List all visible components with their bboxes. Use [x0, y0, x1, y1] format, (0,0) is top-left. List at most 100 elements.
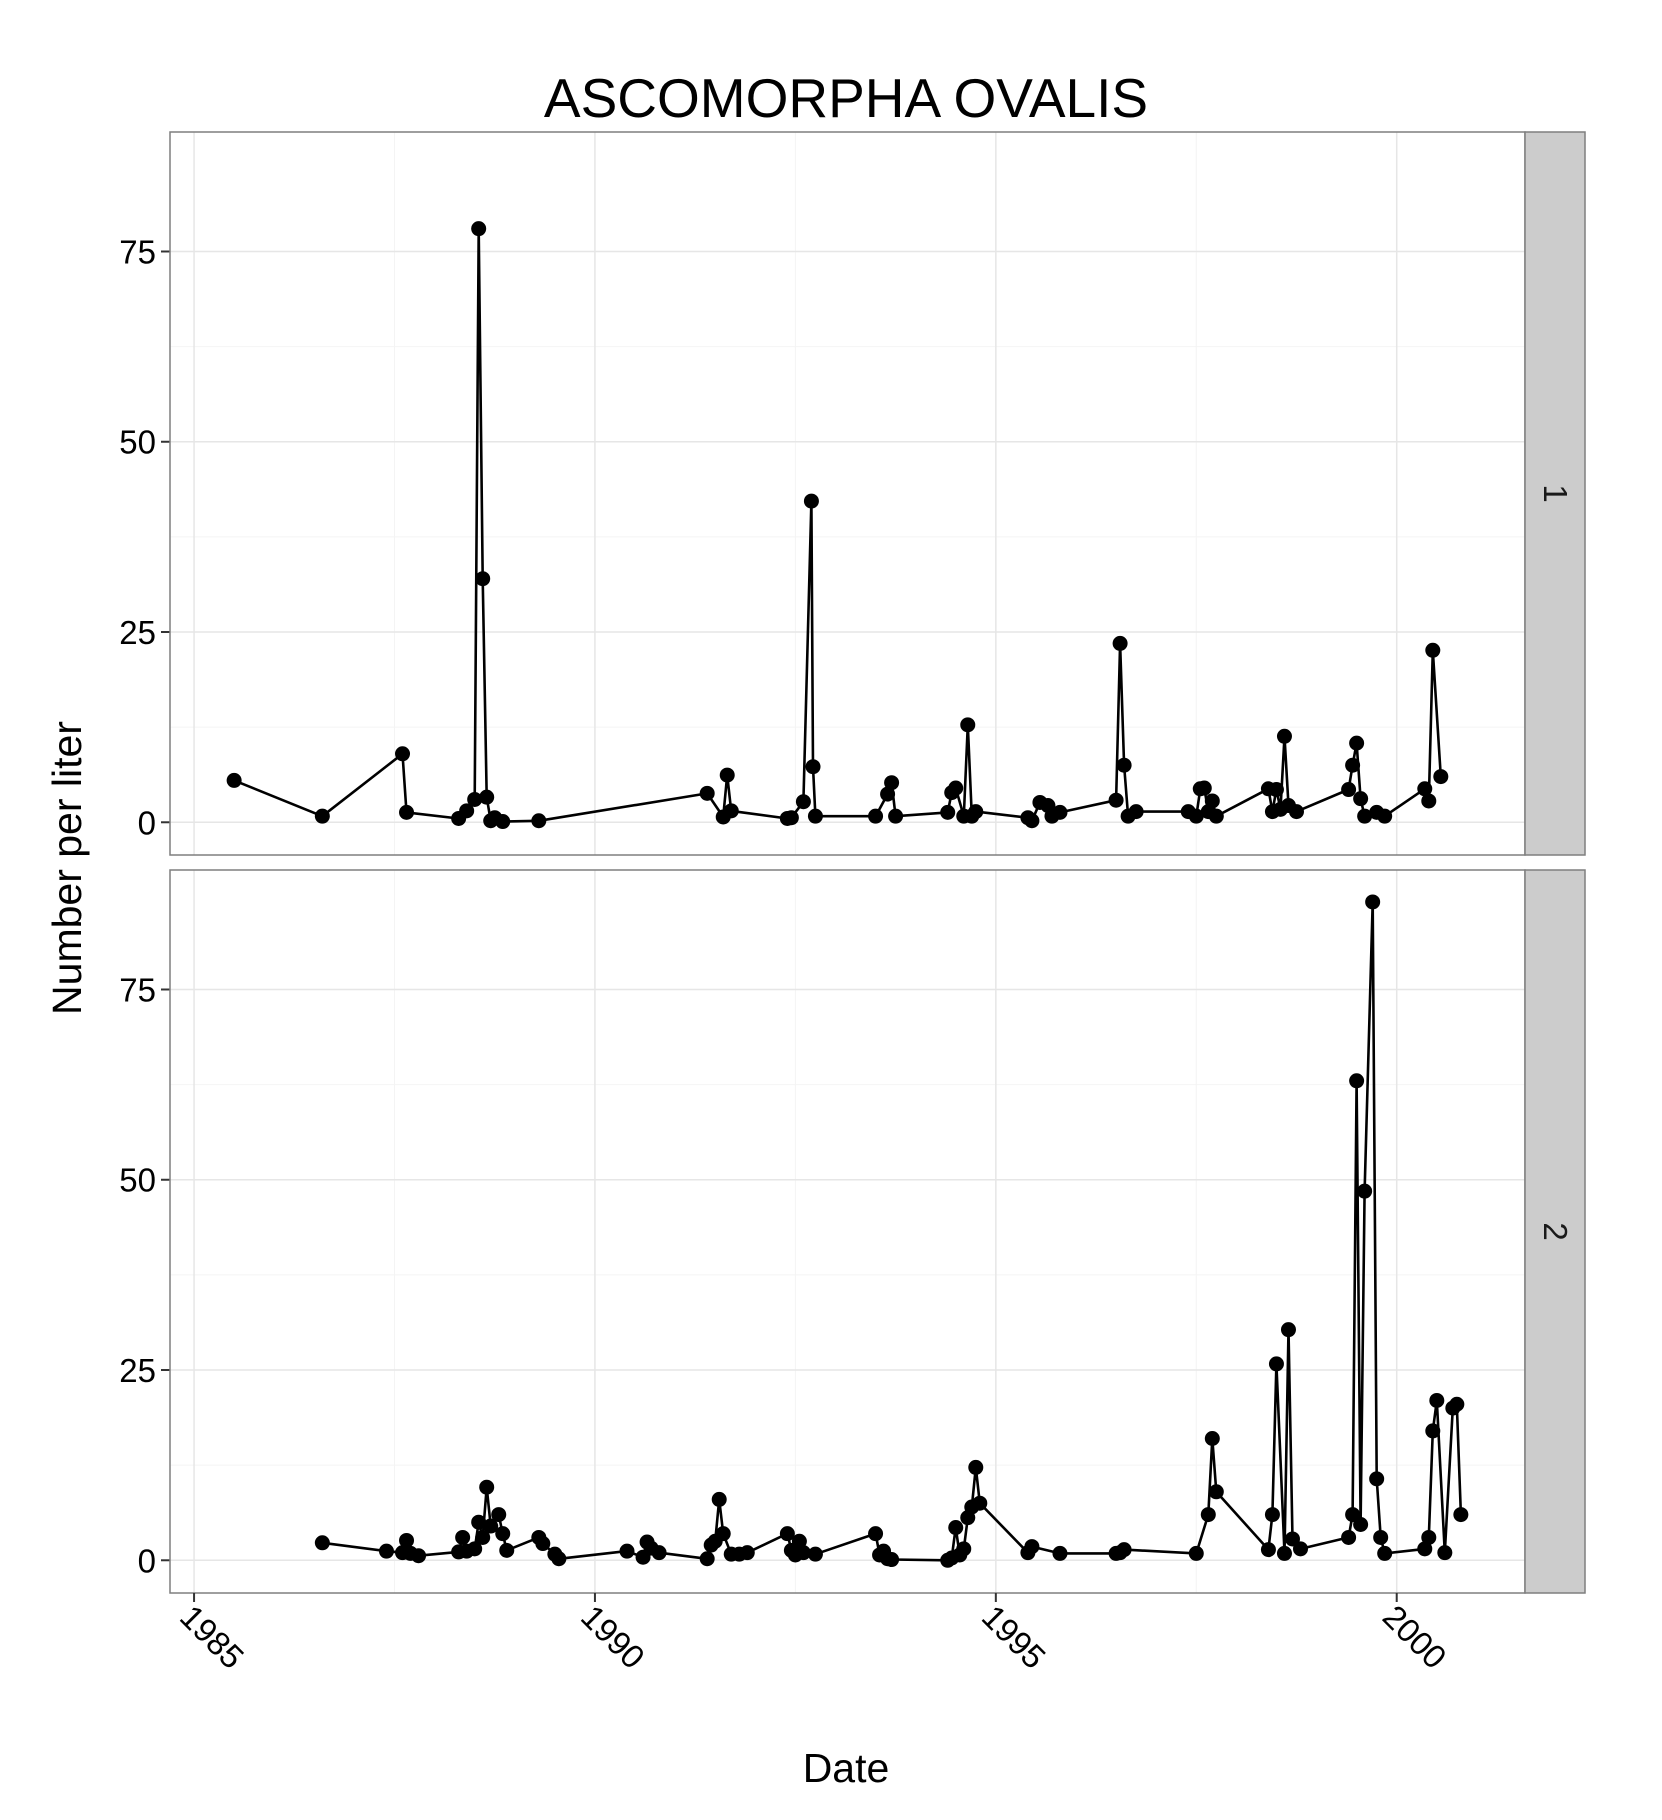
data-point	[1116, 1542, 1132, 1558]
data-point	[475, 1529, 491, 1545]
data-point	[868, 1526, 884, 1542]
data-point	[551, 1551, 567, 1567]
data-point	[651, 1545, 667, 1561]
data-point	[1353, 791, 1369, 807]
data-point	[1116, 757, 1132, 773]
data-point	[467, 1541, 483, 1557]
data-point	[868, 808, 884, 824]
panel-background	[170, 870, 1525, 1593]
data-point	[791, 1533, 807, 1549]
data-point	[711, 1491, 727, 1507]
data-point	[1349, 735, 1365, 751]
data-point	[1429, 1392, 1445, 1408]
data-point	[719, 767, 735, 783]
data-point	[807, 808, 823, 824]
data-point	[795, 1545, 811, 1561]
y-tick-label: 50	[119, 424, 156, 461]
data-point	[948, 1520, 964, 1536]
data-point	[1208, 808, 1224, 824]
panel-2: 0 25 50 75 2	[119, 869, 1586, 1594]
data-point	[1341, 782, 1357, 798]
chart-title: ASCOMORPHA OVALIS	[544, 67, 1148, 129]
y-tick-label: 25	[119, 1352, 156, 1389]
data-point	[495, 1526, 511, 1542]
data-point	[1453, 1507, 1469, 1523]
data-point	[455, 1529, 471, 1545]
x-axis-title: Date	[803, 1745, 890, 1791]
data-point	[535, 1536, 551, 1552]
data-point	[1433, 769, 1449, 785]
data-point	[467, 791, 483, 807]
data-point	[1353, 1517, 1369, 1533]
data-point	[699, 1551, 715, 1567]
data-point	[314, 1535, 330, 1551]
data-point	[1288, 804, 1304, 820]
data-point	[1024, 1539, 1040, 1555]
data-point	[479, 789, 495, 805]
data-point	[395, 746, 411, 762]
data-point	[1200, 1507, 1216, 1523]
data-point	[1349, 1073, 1365, 1089]
data-point	[1264, 1507, 1280, 1523]
data-point	[739, 1545, 755, 1561]
data-point	[491, 1507, 507, 1523]
data-point	[1369, 1471, 1385, 1487]
data-point	[1421, 1529, 1437, 1545]
data-point	[1365, 894, 1381, 910]
data-point	[968, 804, 984, 820]
data-point	[1425, 642, 1441, 658]
data-point	[1293, 1541, 1309, 1557]
x-tick-label: 2000	[1376, 1598, 1454, 1676]
facet-strip	[1524, 131, 1586, 856]
data-point	[795, 794, 811, 810]
y-tick-label: 75	[119, 971, 156, 1008]
data-point	[948, 780, 964, 796]
data-point	[459, 803, 475, 819]
data-point	[1208, 1484, 1224, 1500]
data-point	[471, 1514, 487, 1530]
data-point	[226, 772, 242, 788]
data-point	[495, 814, 511, 830]
data-point	[1373, 1529, 1389, 1545]
facet-panels: 0 25 50 75 1 0 25 50 75 2	[119, 131, 1586, 1594]
data-point	[399, 1532, 415, 1548]
y-tick-label: 0	[138, 1542, 156, 1579]
data-point	[1421, 793, 1437, 809]
data-point	[968, 1459, 984, 1475]
x-tick-label: 1995	[975, 1598, 1053, 1676]
data-point	[805, 759, 821, 775]
data-point	[723, 803, 739, 819]
data-point	[1377, 808, 1393, 824]
data-point	[1108, 792, 1124, 808]
panel-1: 0 25 50 75 1	[119, 131, 1586, 856]
data-point	[1188, 1545, 1204, 1561]
data-point	[1188, 808, 1204, 824]
data-point	[1280, 1322, 1296, 1338]
data-point	[1357, 1183, 1373, 1199]
data-point	[1196, 780, 1212, 796]
data-point	[411, 1548, 427, 1564]
data-point	[531, 813, 547, 829]
data-point	[499, 1542, 515, 1558]
data-point	[1276, 1545, 1292, 1561]
data-point	[1024, 813, 1040, 829]
data-point	[1112, 635, 1128, 651]
data-point	[880, 786, 896, 802]
data-point	[1128, 804, 1144, 820]
data-point	[399, 804, 415, 820]
data-point	[956, 1541, 972, 1557]
data-point	[1204, 793, 1220, 809]
data-point	[888, 808, 904, 824]
data-point	[779, 1526, 795, 1542]
data-point	[1204, 1431, 1220, 1447]
y-axis-title: Number per liter	[44, 721, 90, 1015]
data-point	[1341, 1529, 1357, 1545]
data-point	[1437, 1545, 1453, 1561]
data-point	[1377, 1545, 1393, 1561]
y-tick-label: 75	[119, 233, 156, 270]
y-tick-label: 50	[119, 1162, 156, 1199]
facet-strip-label: 2	[1537, 1222, 1574, 1240]
y-tick-label: 25	[119, 614, 156, 651]
data-point	[1268, 782, 1284, 798]
